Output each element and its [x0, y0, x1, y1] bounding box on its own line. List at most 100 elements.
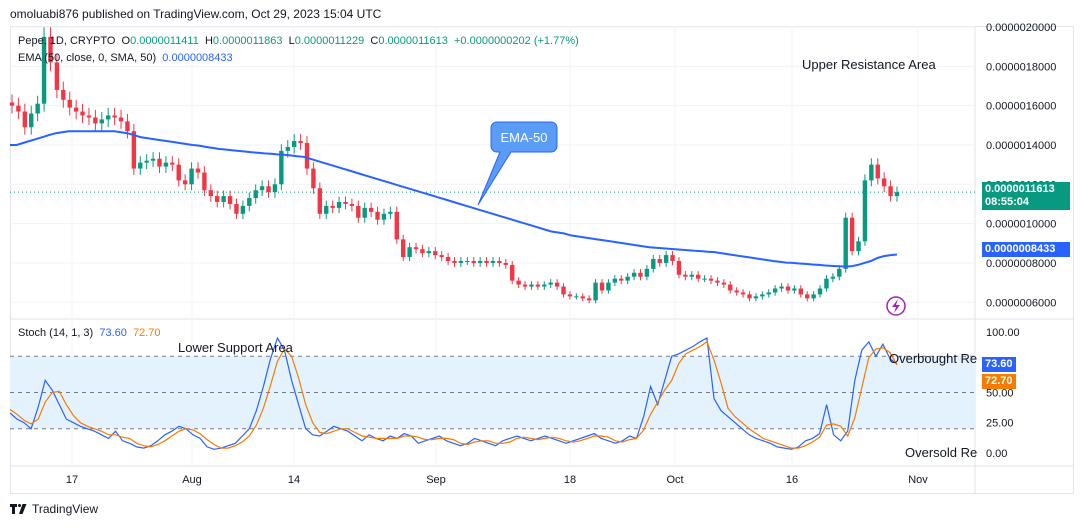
candle-body — [522, 284, 528, 287]
tradingview-footer[interactable]: TradingView — [10, 502, 98, 516]
candle-body — [131, 131, 137, 169]
candle — [388, 206, 393, 219]
candle-body — [638, 272, 643, 277]
ema-label: EMA (50, close, 0, SMA, 50) — [18, 52, 157, 64]
candle — [663, 250, 669, 267]
close-label: C — [370, 35, 379, 47]
publish-caption: omoluabi876 published on TradingView.com… — [10, 7, 382, 21]
candle — [728, 281, 733, 294]
time-tick-label: Nov — [908, 474, 928, 486]
candle — [510, 261, 515, 285]
candle — [740, 289, 746, 298]
candle-body — [830, 276, 836, 279]
candle-body — [849, 217, 855, 252]
candle — [721, 279, 727, 288]
candle-body — [644, 268, 650, 277]
candle — [458, 256, 464, 267]
candle — [798, 285, 804, 298]
candle — [593, 279, 598, 304]
candle — [875, 158, 880, 185]
candle-body — [837, 268, 842, 277]
candle-body — [805, 294, 810, 299]
candle — [689, 271, 694, 281]
candle — [471, 256, 476, 267]
candle-body — [663, 255, 669, 263]
candle — [580, 293, 585, 302]
candle — [61, 81, 66, 108]
candle — [368, 202, 374, 218]
candle — [631, 269, 637, 281]
candle — [93, 109, 98, 131]
candle — [291, 134, 297, 154]
candle-body — [208, 190, 214, 197]
candle-body — [689, 274, 694, 277]
candle — [619, 275, 624, 285]
ema-price-box: 0.0000008433 — [982, 242, 1070, 257]
ema-callout-bubble — [477, 121, 558, 206]
candle — [657, 254, 662, 267]
candle-body — [554, 282, 560, 287]
candle — [881, 172, 887, 193]
high-label: H — [204, 35, 213, 47]
candle — [779, 283, 784, 292]
candle — [490, 256, 496, 267]
candle-body — [170, 162, 175, 165]
candle — [574, 293, 579, 300]
candle — [29, 105, 34, 135]
candle — [644, 265, 650, 281]
candle-body — [843, 217, 848, 269]
oversold-label: Oversold Re — [905, 445, 978, 460]
candle — [400, 234, 406, 262]
candle — [112, 107, 117, 126]
candle — [676, 256, 682, 279]
ema-line — [10, 130, 898, 268]
candle — [894, 186, 900, 202]
price-tick-label: 0.0000020000 — [986, 22, 1056, 34]
candle — [35, 95, 40, 122]
stoch-overbought-oversold-band — [10, 355, 975, 430]
open-label: O — [121, 35, 131, 47]
candle — [708, 275, 714, 285]
candle — [837, 265, 842, 281]
candle-body — [234, 203, 239, 214]
candle-body — [9, 102, 15, 106]
candle — [638, 269, 643, 281]
open-value: 0.0000011411 — [130, 35, 199, 47]
candle — [747, 291, 752, 302]
candle — [259, 180, 265, 196]
candle-body — [497, 260, 502, 263]
stoch-tick-label: 50.00 — [986, 388, 1014, 400]
candle-body — [105, 115, 111, 120]
candle — [452, 256, 457, 267]
candle — [567, 291, 573, 300]
bar-countdown: 08:55:04 — [985, 196, 1030, 208]
candle-body — [67, 99, 72, 108]
price-tick-label: 0.0000014000 — [986, 140, 1056, 152]
stoch-tick-label: 100.00 — [986, 327, 1020, 339]
ema-callout: EMA-50 — [477, 121, 558, 206]
candle-body — [721, 282, 727, 285]
last-price: 0.0000011613 — [985, 183, 1055, 195]
candle — [869, 158, 874, 187]
stoch-k-value: 73.60 — [99, 327, 127, 339]
candle — [753, 293, 759, 302]
candle-body — [35, 103, 40, 114]
candle — [439, 250, 444, 262]
candle — [766, 289, 771, 298]
candle-body — [118, 117, 124, 122]
price-tick-label: 0.0000008000 — [986, 258, 1056, 270]
candle-body — [625, 276, 630, 281]
candle — [888, 180, 893, 202]
candle — [606, 279, 611, 294]
candle — [497, 256, 502, 267]
price-tick-label: 0.0000006000 — [986, 297, 1056, 309]
candle — [516, 277, 521, 288]
candle — [163, 156, 169, 173]
candle-body — [150, 158, 156, 161]
candle — [105, 107, 111, 127]
candle-body — [259, 186, 265, 191]
time-tick-label: Sep — [426, 474, 446, 486]
ema-legend: EMA (50, close, 0, SMA, 50) 0.0000008433 — [18, 52, 233, 64]
candle — [503, 259, 509, 269]
